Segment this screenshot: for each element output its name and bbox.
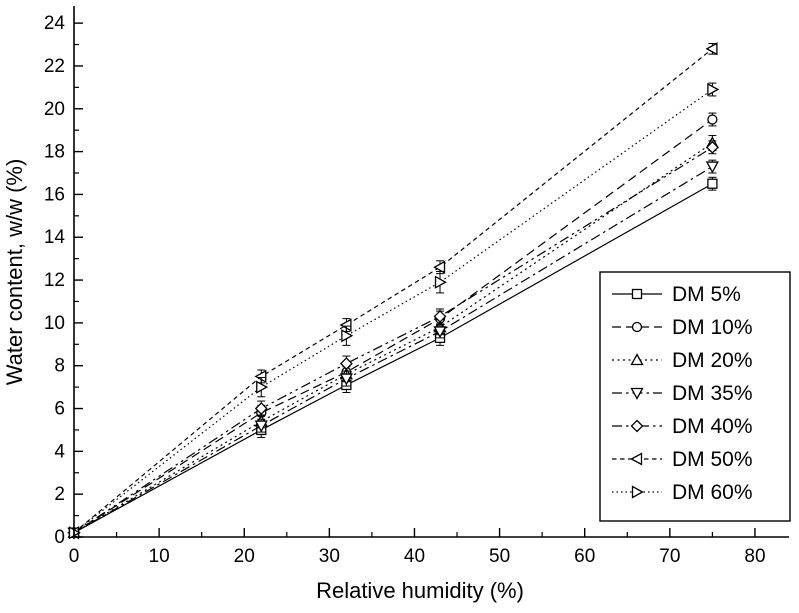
legend-entry: DM 35% xyxy=(612,382,753,405)
series-dm-50- xyxy=(67,42,718,540)
legend-label: DM 5% xyxy=(672,283,741,306)
y-tick-label: 8 xyxy=(54,356,65,377)
legend-entry: DM 60% xyxy=(612,481,753,504)
diamond-marker xyxy=(254,402,268,415)
triangle-right-marker xyxy=(707,82,720,97)
triangle-up-marker xyxy=(630,353,644,366)
series-dm-35- xyxy=(67,159,719,540)
square-marker xyxy=(631,288,643,300)
legend-entry: DM 20% xyxy=(612,349,753,372)
y-tick-label: 22 xyxy=(44,56,65,77)
legend-label: DM 60% xyxy=(672,481,753,504)
diamond-marker xyxy=(433,310,447,323)
y-axis-title: Water content, w/w (%) xyxy=(2,159,27,386)
x-tick-label: 20 xyxy=(234,546,255,567)
y-tick-label: 2 xyxy=(54,484,65,505)
y-tick-label: 12 xyxy=(44,270,65,291)
legend-entry: DM 10% xyxy=(612,316,753,339)
triangle-down-marker xyxy=(630,387,644,400)
x-tick-label: 30 xyxy=(319,546,340,567)
diamond-marker xyxy=(339,357,353,370)
x-tick-label: 60 xyxy=(574,546,595,567)
legend-label: DM 40% xyxy=(672,415,753,438)
x-tick-label: 50 xyxy=(489,546,510,567)
legend-label: DM 35% xyxy=(672,382,753,405)
triangle-left-marker xyxy=(630,452,643,466)
plot-area xyxy=(67,42,720,540)
y-tick-label: 20 xyxy=(44,99,65,120)
y-tick-label: 10 xyxy=(44,313,65,334)
x-tick-label: 10 xyxy=(149,546,170,567)
triangle-right-marker xyxy=(341,329,354,343)
triangle-down-marker xyxy=(705,161,719,174)
diamond-marker xyxy=(705,140,719,154)
y-tick-label: 0 xyxy=(54,527,65,548)
y-tick-label: 4 xyxy=(54,441,65,462)
triangle-down-marker xyxy=(339,373,353,386)
y-tick-label: 18 xyxy=(44,142,65,163)
x-axis-title: Relative humidity (%) xyxy=(316,578,524,603)
legend-label: DM 20% xyxy=(672,349,753,372)
diamond-marker xyxy=(630,419,644,433)
y-tick-label: 14 xyxy=(44,227,66,248)
x-tick-label: 70 xyxy=(659,546,680,567)
triangle-right-marker xyxy=(256,380,269,394)
circle-marker xyxy=(631,321,643,333)
square-marker xyxy=(707,178,718,189)
triangle-right-marker xyxy=(434,275,447,289)
triangle-down-marker xyxy=(433,326,447,339)
legend-entry: DM 5% xyxy=(612,283,741,306)
legend-label: DM 50% xyxy=(672,448,753,471)
legend-box xyxy=(599,271,791,522)
circle-marker xyxy=(707,114,718,125)
legend-entry: DM 40% xyxy=(612,415,753,438)
legend-label: DM 10% xyxy=(672,316,753,339)
y-tick-label: 24 xyxy=(44,13,66,34)
x-tick-label: 0 xyxy=(69,546,80,567)
x-tick-label: 40 xyxy=(404,546,425,567)
y-tick-label: 16 xyxy=(44,184,65,205)
triangle-left-marker xyxy=(705,42,718,56)
legend-entry: DM 50% xyxy=(612,448,753,471)
triangle-right-marker xyxy=(631,485,644,499)
legend: DM 5% DM 10% DM 20% DM 35% DM 40% DM 50% DM 60… xyxy=(599,271,791,522)
x-tick-label: 80 xyxy=(744,546,765,567)
triangle-left-marker xyxy=(433,260,446,274)
series-dm-60- xyxy=(68,82,720,540)
y-tick-label: 6 xyxy=(54,399,65,420)
triangle-down-marker xyxy=(254,420,268,433)
